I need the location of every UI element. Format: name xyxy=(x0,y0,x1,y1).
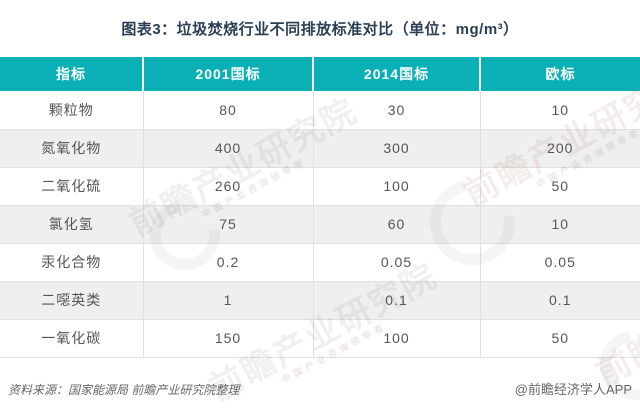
row-label: 二氧化硫 xyxy=(0,167,144,206)
cell-value: 0.05 xyxy=(480,243,640,282)
cell-value: 0.1 xyxy=(480,281,640,320)
table-row: 颗粒物 80 30 10 xyxy=(0,91,640,130)
footer: 资料来源：国家能源局 前瞻产业研究院整理 @前瞻经济学人APP xyxy=(8,379,632,398)
cell-value: 0.2 xyxy=(143,243,314,282)
table-header: 指标 2001国标 2014国标 欧标 xyxy=(0,57,640,91)
source-note: 资料来源：国家能源局 前瞻产业研究院整理 xyxy=(8,383,240,397)
table-row: 二噁英类 1 0.1 0.1 xyxy=(0,281,640,320)
cell-value: 50 xyxy=(480,167,640,206)
table-row: 汞化合物 0.2 0.05 0.05 xyxy=(0,243,640,282)
cell-value: 0.1 xyxy=(313,281,481,320)
emission-standards-table: 指标 2001国标 2014国标 欧标 颗粒物 80 30 10 氮氧化物 400 300 200 二… xyxy=(0,57,640,358)
row-label: 汞化合物 xyxy=(0,243,144,282)
table-body: 颗粒物 80 30 10 氮氧化物 400 300 200 二氧化硫 260 100 50 氯化氢 75 6… xyxy=(0,91,640,358)
cell-value: 0.05 xyxy=(313,243,481,282)
cell-value: 400 xyxy=(143,129,314,168)
table-row: 氯化氢 75 60 10 xyxy=(0,205,640,244)
cell-value: 300 xyxy=(313,129,481,168)
row-label: 二噁英类 xyxy=(0,281,144,320)
table-row: 一氧化碳 150 100 50 xyxy=(0,319,640,358)
table-row: 氮氧化物 400 300 200 xyxy=(0,129,640,168)
row-label: 颗粒物 xyxy=(0,91,144,130)
cell-value: 100 xyxy=(313,319,481,358)
cell-value: 100 xyxy=(313,167,481,206)
chart-title: 图表3：垃圾焚烧行业不同排放标准对比（单位：mg/m³） xyxy=(121,21,519,38)
cell-value: 60 xyxy=(313,205,481,244)
cell-value: 10 xyxy=(480,205,640,244)
column-header-1: 2001国标 xyxy=(142,57,313,91)
cell-value: 75 xyxy=(143,205,314,244)
column-header-2: 2014国标 xyxy=(312,57,480,91)
column-header-0: 指标 xyxy=(0,57,143,91)
row-label: 氯化氢 xyxy=(0,205,144,244)
table-row: 二氧化硫 260 100 50 xyxy=(0,167,640,206)
cell-value: 150 xyxy=(143,319,314,358)
table-header-row: 指标 2001国标 2014国标 欧标 xyxy=(0,57,640,91)
cell-value: 200 xyxy=(480,129,640,168)
column-header-3: 欧标 xyxy=(479,57,640,91)
cell-value: 50 xyxy=(480,319,640,358)
cell-value: 30 xyxy=(313,91,481,130)
cell-value: 10 xyxy=(480,91,640,130)
cell-value: 1 xyxy=(143,281,314,320)
cell-value: 260 xyxy=(143,167,314,206)
cell-value: 80 xyxy=(143,91,314,130)
row-label: 一氧化碳 xyxy=(0,319,144,358)
row-label: 氮氧化物 xyxy=(0,129,144,168)
credit-note: @前瞻经济学人APP xyxy=(514,382,632,397)
